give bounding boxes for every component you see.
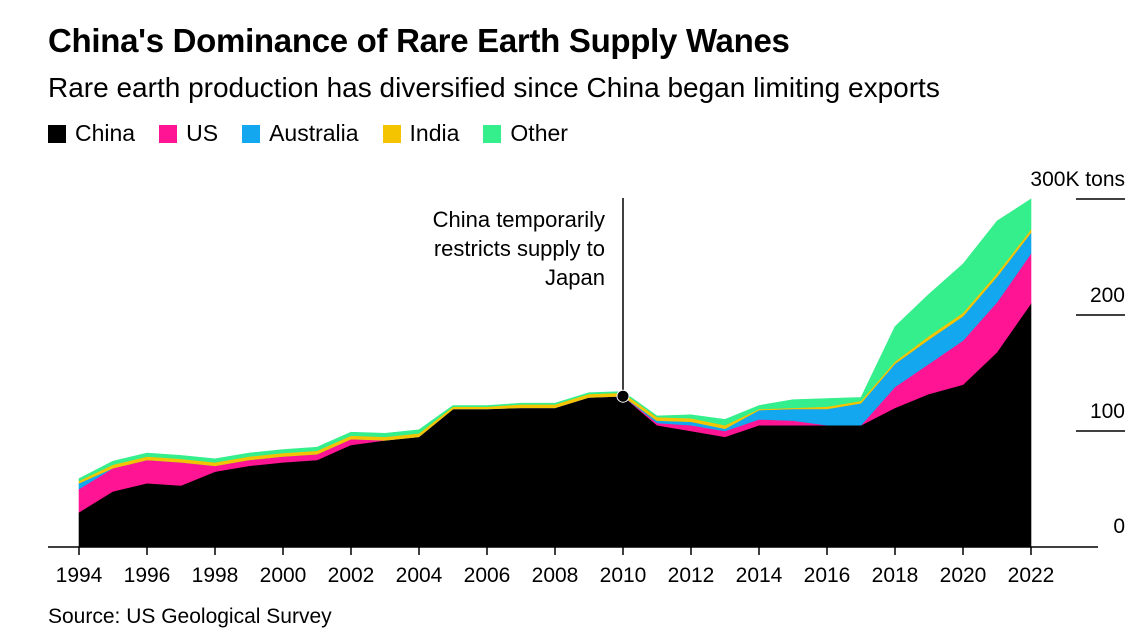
x-tick-label-2008: 2008	[532, 564, 579, 587]
x-tick-label-1994: 1994	[56, 564, 103, 587]
annotation-text-line-3: Japan	[545, 265, 605, 290]
x-tick-label-2022: 2022	[1008, 564, 1055, 587]
chart-title: China's Dominance of Rare Earth Supply W…	[48, 22, 790, 59]
legend-label-australia: Australia	[269, 120, 359, 146]
annotation-marker	[616, 389, 630, 403]
legend-item-australia: Australia	[242, 120, 359, 147]
x-tick-label-2004: 2004	[396, 564, 443, 587]
x-tick-label-2020: 2020	[940, 564, 987, 587]
legend-label-india: India	[409, 120, 460, 146]
legend-item-other: Other	[483, 120, 568, 147]
legend-label-china: China	[75, 120, 136, 146]
x-tick-label-2014: 2014	[736, 564, 783, 587]
y-tick-label-0: 0	[1113, 515, 1125, 538]
legend-item-china: China	[48, 120, 135, 147]
source-note: Source: US Geological Survey	[48, 605, 332, 628]
x-tick-label-1998: 1998	[192, 564, 239, 587]
legend-item-us: US	[159, 120, 218, 147]
y-tick-label-100: 100	[1090, 400, 1125, 423]
x-tick-label-1996: 1996	[124, 564, 171, 587]
y-tick-label-300: 300K tons	[1030, 168, 1125, 191]
x-tick-label-2016: 2016	[804, 564, 851, 587]
x-tick-label-2002: 2002	[328, 564, 375, 587]
legend-swatch-other	[483, 124, 502, 143]
annotation-text-line-2: restricts supply to	[434, 236, 605, 261]
chart-subtitle: Rare earth production has diversified si…	[48, 72, 940, 103]
legend-item-india: India	[382, 120, 460, 147]
legend-label-other: Other	[510, 120, 568, 146]
legend-swatch-india	[382, 124, 401, 143]
legend-swatch-china	[48, 124, 66, 143]
area-china	[78, 303, 1032, 548]
x-tick-label-2018: 2018	[872, 564, 919, 587]
legend-swatch-us	[159, 124, 178, 143]
y-tick-label-200: 200	[1090, 284, 1125, 307]
legend-label-us: US	[186, 120, 219, 146]
x-tick-label-2012: 2012	[668, 564, 715, 587]
area-other	[78, 198, 1032, 482]
legend-swatch-australia	[242, 124, 261, 143]
x-tick-label-2000: 2000	[260, 564, 307, 587]
x-tick-label-2006: 2006	[464, 564, 511, 587]
x-tick-label-2010: 2010	[600, 564, 647, 587]
annotation-text-line-1: China temporarily	[433, 207, 605, 232]
legend: China US Australia India Other	[48, 120, 592, 147]
